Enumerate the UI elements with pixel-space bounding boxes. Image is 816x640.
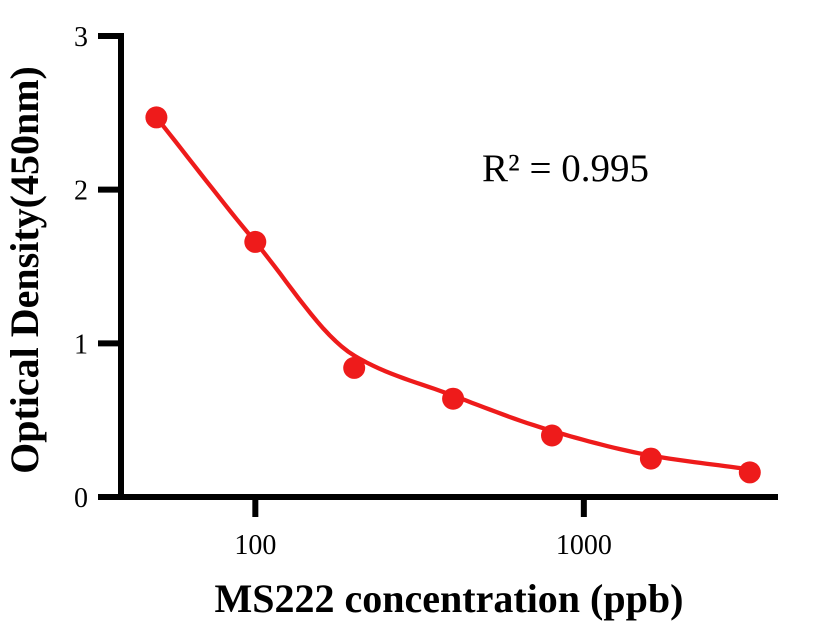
data-point (639, 447, 662, 470)
data-point (541, 424, 563, 447)
y-tick-label: 0 (74, 483, 88, 514)
x-axis-title: MS222 concentration (ppb) (215, 576, 684, 621)
data-point (244, 230, 267, 253)
x-tick-label: 100 (234, 530, 276, 561)
axes-group (98, 33, 778, 517)
y-axis-title: Optical Density(450nm) (2, 66, 47, 474)
data-point (145, 106, 168, 129)
data-point (343, 356, 366, 379)
data-point (738, 461, 761, 484)
x-tick-label: 1000 (556, 530, 612, 561)
tick-labels-group: 0 1 2 3 100 1000 (74, 22, 612, 561)
y-tick-label: 2 (74, 176, 88, 207)
r-squared-annotation: R² = 0.995 (482, 147, 649, 190)
y-tick-label: 1 (74, 329, 88, 360)
y-tick-label: 3 (74, 22, 88, 53)
data-point (442, 387, 465, 410)
fit-curve (154, 115, 752, 472)
series-group (145, 106, 761, 484)
